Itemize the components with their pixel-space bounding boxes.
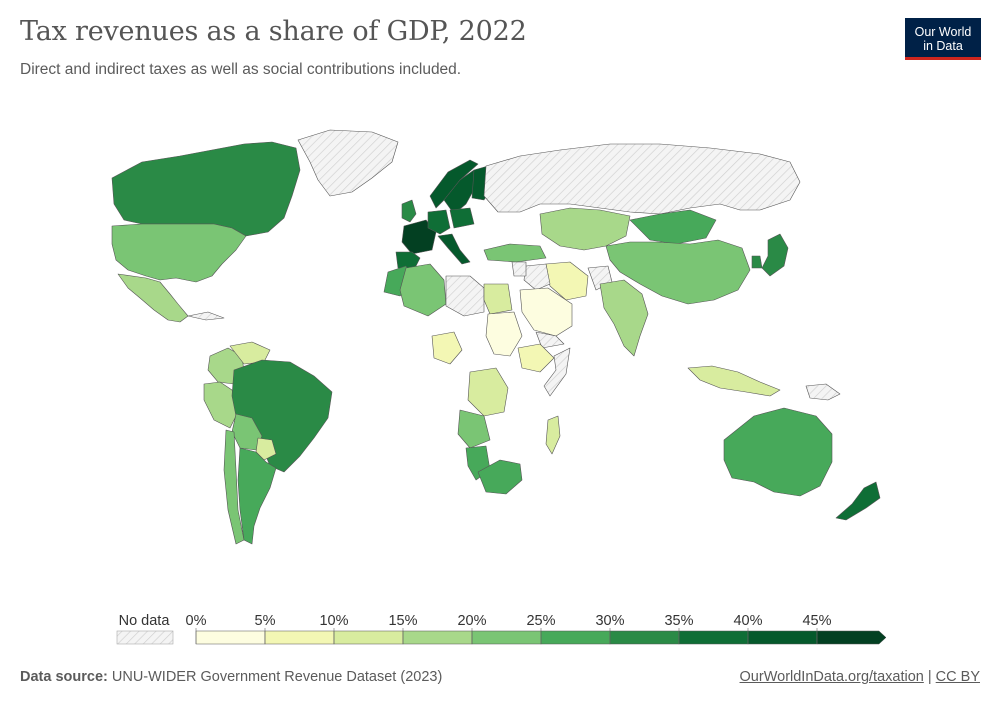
legend-tick-label: 25% — [526, 613, 555, 629]
country-mexico[interactable] — [117, 273, 189, 323]
country-peru[interactable] — [203, 381, 239, 429]
topic-link[interactable]: OurWorldInData.org/taxation — [739, 669, 924, 685]
data-source-label: Data source: — [20, 669, 108, 685]
country-canada[interactable] — [111, 141, 301, 237]
legend-tick-label: 20% — [457, 613, 486, 629]
legend-tick-label: 5% — [255, 613, 276, 629]
legend-tick-label: 35% — [664, 613, 693, 629]
country-algeria[interactable] — [399, 263, 447, 317]
chart-title: Tax revenues as a share of GDP, 2022 — [20, 16, 527, 47]
country-egypt[interactable] — [483, 283, 513, 315]
country-libya[interactable] — [445, 275, 485, 317]
country-indonesia[interactable] — [687, 365, 781, 397]
legend-no-data-swatch — [116, 630, 174, 645]
country-paraguay[interactable] — [255, 437, 277, 461]
legend-tick-label: 40% — [733, 613, 762, 629]
world-map — [111, 129, 881, 545]
legend-tick-label: 15% — [388, 613, 417, 629]
country-kazakhstan[interactable] — [539, 207, 631, 251]
country-angola[interactable] — [457, 409, 491, 449]
country-united-kingdom[interactable] — [401, 199, 417, 223]
legend-bin-35-40[interactable] — [678, 630, 749, 645]
country-nigeria[interactable] — [431, 331, 463, 365]
country-poland[interactable] — [449, 207, 475, 229]
country-sudan[interactable] — [485, 311, 523, 357]
country-china[interactable] — [605, 239, 751, 305]
country-ethiopia[interactable] — [517, 343, 555, 373]
country-india[interactable] — [599, 279, 649, 357]
legend-tick-label: 30% — [595, 613, 624, 629]
country-iraq[interactable] — [523, 263, 551, 291]
country-france[interactable] — [401, 219, 437, 255]
country-italy[interactable] — [437, 233, 471, 265]
country-norway[interactable] — [429, 159, 479, 209]
chart-subtitle: Direct and indirect taxes as well as soc… — [20, 61, 462, 78]
footer-separator: | — [927, 669, 932, 685]
country-yemen[interactable] — [535, 331, 565, 349]
legend-bin-10-15[interactable] — [333, 630, 404, 645]
legend-tick-label: 45% — [802, 613, 831, 629]
country-papua-new-guinea[interactable] — [805, 383, 841, 401]
country-somalia[interactable] — [543, 347, 571, 397]
legend-bin-30-35[interactable] — [609, 630, 680, 645]
country-saudi-arabia[interactable] — [519, 287, 573, 337]
legend-bin-5-10[interactable] — [264, 630, 335, 645]
data-source: Data source: UNU-WIDER Government Revenu… — [20, 669, 442, 685]
legend-bin-40-45[interactable] — [747, 630, 818, 645]
country-syria[interactable] — [511, 261, 527, 277]
country-south-africa[interactable] — [477, 459, 523, 495]
legend-bin-20-25[interactable] — [471, 630, 542, 645]
country-australia[interactable] — [723, 407, 833, 497]
legend-bin-0-5[interactable] — [195, 630, 266, 645]
license-link[interactable]: CC BY — [935, 669, 980, 685]
country-united-states[interactable] — [111, 223, 247, 283]
legend-bin-25-30[interactable] — [540, 630, 611, 645]
owid-logo[interactable]: Our World in Data — [905, 18, 981, 60]
logo-line-2: in Data — [923, 39, 963, 53]
country-japan[interactable] — [761, 233, 789, 277]
country-germany[interactable] — [427, 209, 451, 235]
country-argentina[interactable] — [237, 447, 277, 545]
data-source-text: UNU-WIDER Government Revenue Dataset (20… — [111, 669, 443, 685]
legend-bin-15-20[interactable] — [402, 630, 473, 645]
country-greenland[interactable] — [297, 129, 399, 197]
country-cuba[interactable] — [187, 311, 225, 321]
footer-links: OurWorldInData.org/taxation | CC BY — [740, 669, 980, 685]
country-turkey[interactable] — [483, 243, 547, 263]
country-madagascar[interactable] — [545, 415, 561, 455]
country-dr-congo[interactable] — [467, 367, 509, 417]
country-russia[interactable] — [483, 143, 801, 215]
legend-tick-label: 0% — [186, 613, 207, 629]
color-legend: No data 0% 5% 10% 15% 20% 25% 30% 35% 40% 45% — [116, 613, 887, 645]
country-new-zealand[interactable] — [835, 481, 881, 521]
legend-no-data-label: No data — [119, 613, 171, 629]
legend-bin-45-50[interactable] — [816, 630, 887, 645]
logo-line-1: Our World — [914, 25, 972, 39]
legend-tick-label: 10% — [319, 613, 348, 629]
country-venezuela[interactable] — [229, 341, 271, 365]
country-spain[interactable] — [395, 251, 421, 271]
country-mongolia[interactable] — [629, 209, 717, 245]
country-south-korea[interactable] — [751, 255, 763, 269]
country-iran[interactable] — [545, 261, 589, 301]
